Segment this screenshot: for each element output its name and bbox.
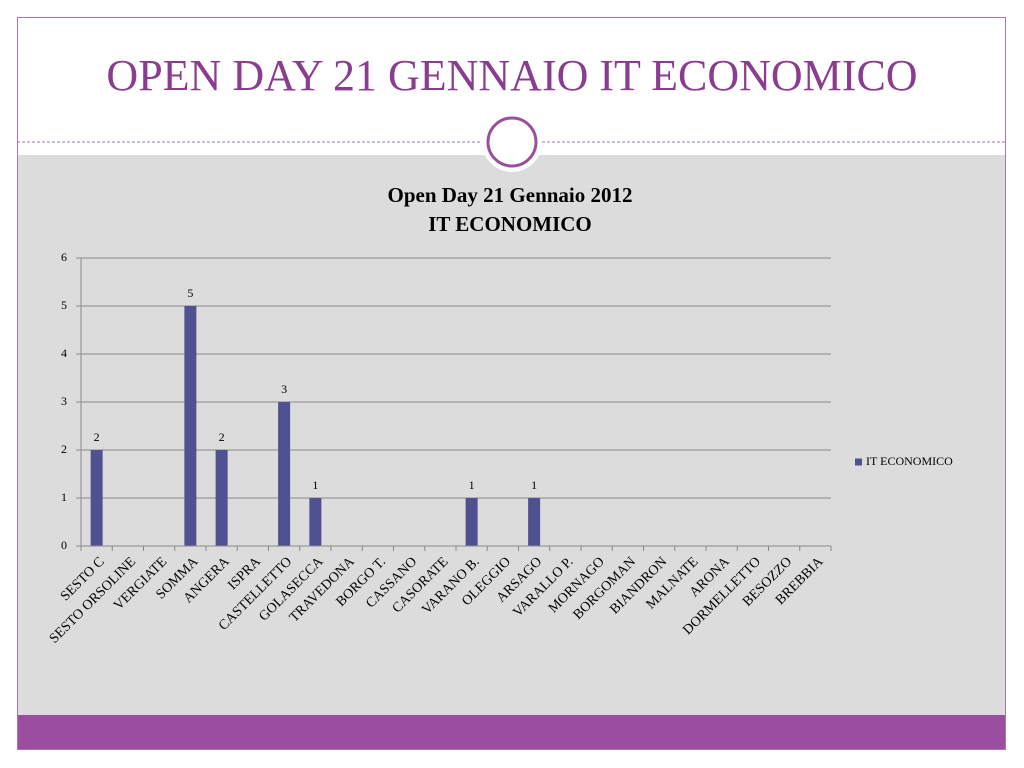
bar xyxy=(309,498,322,546)
data-label: 1 xyxy=(531,478,537,492)
slide-frame xyxy=(17,17,1006,750)
data-label: 2 xyxy=(219,430,225,444)
legend-swatch xyxy=(855,458,862,466)
data-label: 1 xyxy=(312,478,318,492)
y-tick-label: 2 xyxy=(61,442,67,456)
bar xyxy=(215,450,228,546)
data-label: 2 xyxy=(94,430,100,444)
bar xyxy=(90,450,103,546)
divider-circle xyxy=(486,116,538,168)
bar xyxy=(184,306,197,546)
footer-bar xyxy=(17,715,1006,750)
y-tick-label: 3 xyxy=(61,394,67,408)
chart-subtitle: IT ECONOMICO xyxy=(428,212,592,236)
slide-title: OPEN DAY 21 GENNAIO IT ECONOMICO xyxy=(106,51,917,100)
data-label: 1 xyxy=(469,478,475,492)
y-tick-label: 1 xyxy=(61,490,67,504)
content-bg xyxy=(17,155,1006,715)
y-tick-label: 0 xyxy=(61,538,67,552)
data-label: 5 xyxy=(187,286,193,300)
bar xyxy=(528,498,541,546)
y-tick-label: 6 xyxy=(61,250,67,264)
y-tick-label: 5 xyxy=(61,298,67,312)
legend-label: IT ECONOMICO xyxy=(866,454,953,468)
data-label: 3 xyxy=(281,382,287,396)
bar xyxy=(278,402,291,546)
chart-title: Open Day 21 Gennaio 2012 xyxy=(387,183,632,207)
y-tick-label: 4 xyxy=(61,346,67,360)
bar xyxy=(465,498,478,546)
